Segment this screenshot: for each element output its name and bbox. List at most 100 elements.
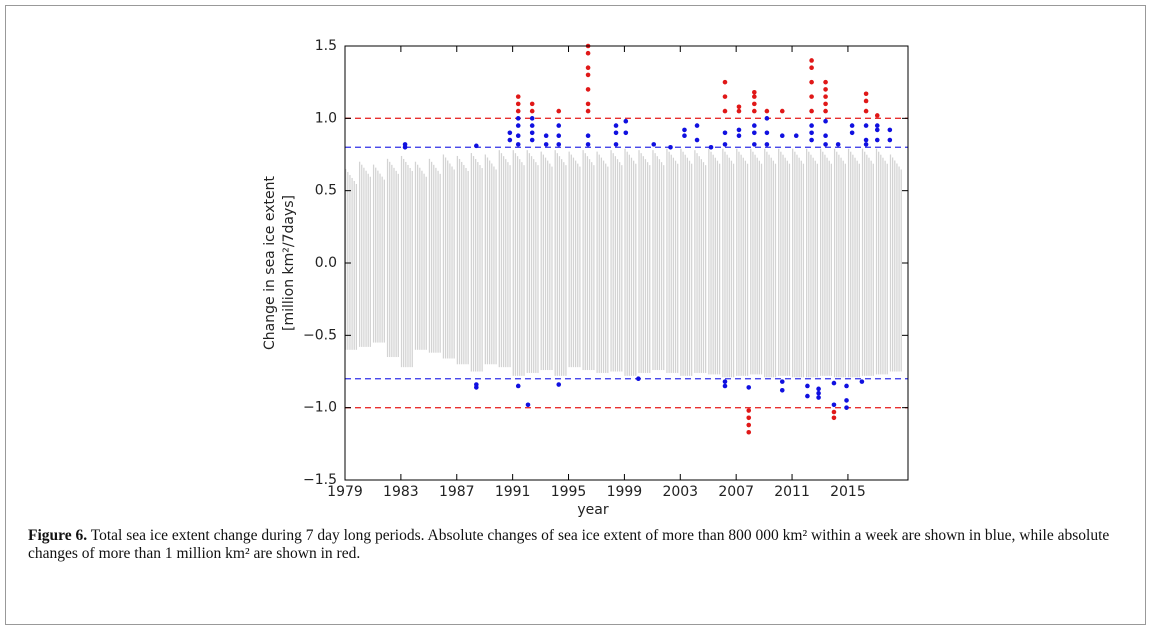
point bbox=[823, 142, 828, 147]
background-range bbox=[491, 163, 493, 365]
background-range bbox=[882, 157, 884, 375]
point bbox=[874, 123, 880, 128]
point bbox=[844, 405, 849, 410]
background-range bbox=[758, 160, 761, 375]
background-range bbox=[495, 169, 497, 365]
x-tick-label: 1987 bbox=[439, 484, 475, 500]
background-range bbox=[558, 156, 561, 376]
point bbox=[507, 137, 513, 143]
point bbox=[722, 379, 728, 384]
point bbox=[722, 383, 728, 389]
background-range bbox=[642, 156, 644, 373]
background-range bbox=[498, 150, 500, 368]
background-range bbox=[864, 151, 866, 376]
background-range bbox=[526, 150, 528, 373]
background-range bbox=[574, 160, 577, 368]
point bbox=[752, 101, 757, 107]
point bbox=[863, 142, 869, 147]
background-range bbox=[521, 162, 523, 376]
background-range bbox=[563, 162, 565, 376]
point bbox=[823, 79, 828, 85]
point bbox=[722, 79, 728, 85]
point bbox=[746, 415, 752, 421]
point bbox=[746, 422, 752, 428]
background-range bbox=[477, 162, 479, 372]
background-range bbox=[847, 148, 850, 378]
point bbox=[863, 137, 869, 143]
background-range bbox=[838, 154, 840, 378]
point bbox=[849, 123, 855, 128]
background-range bbox=[463, 164, 465, 365]
point bbox=[722, 108, 728, 114]
background-range bbox=[619, 162, 621, 372]
point bbox=[613, 123, 619, 128]
background-range bbox=[652, 150, 654, 371]
background-range bbox=[568, 151, 570, 368]
point bbox=[831, 409, 837, 415]
background-range bbox=[600, 157, 603, 373]
point bbox=[736, 127, 742, 133]
background-range bbox=[694, 150, 696, 373]
background-range bbox=[479, 165, 481, 372]
background-range bbox=[584, 153, 586, 371]
background-range bbox=[663, 165, 665, 371]
point bbox=[474, 385, 479, 390]
y-tick-label: −0.5 bbox=[303, 327, 337, 343]
background-range bbox=[500, 153, 503, 368]
background-range bbox=[792, 148, 794, 378]
background-range bbox=[505, 159, 507, 368]
background-range bbox=[800, 160, 802, 378]
background-range bbox=[626, 151, 628, 376]
background-range bbox=[756, 157, 758, 375]
point bbox=[764, 116, 770, 121]
point bbox=[823, 101, 828, 107]
point bbox=[752, 108, 757, 114]
background-range bbox=[708, 148, 710, 375]
background-range bbox=[395, 170, 397, 358]
point bbox=[809, 94, 814, 99]
x-tick-label: 1983 bbox=[383, 484, 419, 500]
point bbox=[585, 108, 591, 114]
point bbox=[874, 113, 880, 118]
point bbox=[543, 133, 549, 138]
background-range bbox=[570, 154, 572, 368]
point bbox=[835, 142, 841, 147]
point bbox=[515, 101, 521, 107]
background-range bbox=[409, 167, 411, 368]
y-tick-label: 0.5 bbox=[315, 183, 337, 199]
background-range bbox=[808, 151, 810, 378]
point bbox=[613, 142, 619, 147]
background-range bbox=[349, 174, 351, 350]
background-range bbox=[802, 163, 805, 378]
background-range bbox=[856, 160, 858, 378]
background-range bbox=[363, 167, 365, 347]
background-range bbox=[361, 164, 363, 347]
background-range bbox=[472, 156, 475, 372]
background-range bbox=[547, 160, 549, 371]
background-range bbox=[732, 163, 735, 378]
background-range bbox=[417, 164, 419, 350]
background-range bbox=[858, 163, 860, 378]
background-range bbox=[489, 160, 491, 365]
background-range bbox=[660, 162, 663, 371]
background-range bbox=[565, 165, 567, 376]
point bbox=[694, 137, 700, 143]
background-range bbox=[670, 154, 672, 373]
background-range bbox=[577, 163, 579, 368]
point bbox=[525, 402, 531, 408]
background-range bbox=[535, 162, 537, 373]
point bbox=[816, 395, 821, 400]
point bbox=[556, 123, 562, 128]
background-range bbox=[542, 154, 545, 371]
background-range bbox=[630, 157, 633, 376]
background-range bbox=[530, 156, 533, 373]
y-tick-label: −1.0 bbox=[303, 400, 337, 416]
background-range bbox=[614, 156, 617, 372]
background-range bbox=[764, 148, 766, 378]
point bbox=[779, 379, 785, 384]
background-range bbox=[724, 151, 726, 378]
background-range bbox=[870, 160, 872, 376]
background-range bbox=[770, 157, 772, 378]
point bbox=[746, 408, 752, 413]
background-range bbox=[444, 157, 447, 359]
